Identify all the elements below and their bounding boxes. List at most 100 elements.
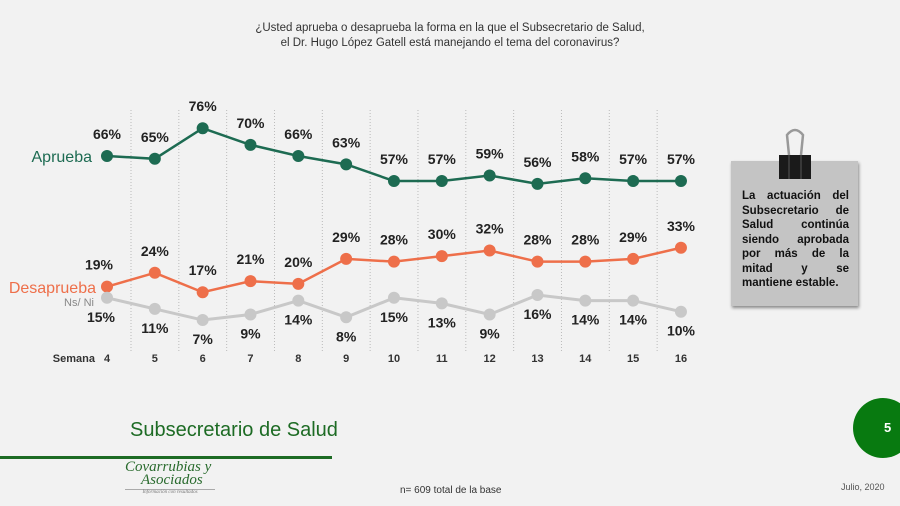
note-text: La actuación del Subsecretario de Salud … bbox=[742, 190, 849, 289]
data-point bbox=[196, 314, 209, 327]
data-point bbox=[244, 308, 257, 321]
data-label: 66% bbox=[284, 126, 313, 142]
data-point bbox=[531, 177, 544, 190]
x-tick-label: 6 bbox=[200, 353, 206, 365]
data-point bbox=[148, 302, 161, 315]
data-label: 32% bbox=[476, 221, 505, 237]
data-label: 70% bbox=[236, 115, 265, 131]
data-label: 24% bbox=[141, 243, 170, 259]
data-point bbox=[292, 277, 305, 290]
logo-tagline: Información con resultados bbox=[125, 489, 215, 495]
data-label: 29% bbox=[619, 229, 648, 245]
x-tick-label: 12 bbox=[484, 353, 496, 365]
data-label: 11% bbox=[141, 320, 169, 336]
data-point bbox=[579, 172, 592, 185]
data-point bbox=[627, 294, 640, 307]
x-tick-label: 4 bbox=[104, 353, 111, 365]
data-point bbox=[244, 275, 257, 288]
data-point bbox=[387, 175, 400, 188]
company-logo: Covarrubias y Asociados Información con … bbox=[125, 460, 215, 495]
data-label: 10% bbox=[667, 323, 696, 339]
data-point bbox=[579, 294, 592, 307]
logo-line1: Covarrubias y bbox=[125, 459, 212, 475]
data-point bbox=[292, 294, 305, 307]
data-point bbox=[579, 255, 592, 268]
data-point bbox=[627, 252, 640, 265]
data-point bbox=[340, 252, 353, 265]
data-label: 57% bbox=[428, 151, 457, 167]
data-point bbox=[244, 138, 257, 151]
data-label: 57% bbox=[667, 151, 696, 167]
data-point bbox=[196, 286, 209, 299]
data-point bbox=[101, 150, 113, 163]
divider bbox=[0, 456, 332, 459]
series-name-label: Ns/ Ni bbox=[64, 297, 94, 309]
data-label: 29% bbox=[332, 229, 361, 245]
data-point bbox=[483, 308, 496, 321]
date: Julio, 2020 bbox=[841, 482, 885, 492]
x-axis-label: Semana bbox=[53, 353, 96, 365]
x-tick-label: 7 bbox=[247, 353, 253, 365]
data-label: 14% bbox=[571, 312, 600, 328]
data-label: 28% bbox=[571, 232, 600, 248]
data-label: 28% bbox=[380, 232, 409, 248]
data-label: 15% bbox=[380, 309, 409, 325]
series-name-label: Desaprueba bbox=[9, 280, 96, 297]
data-label: 66% bbox=[93, 126, 122, 142]
question-line: el Dr. Hugo López Gatell está manejando … bbox=[280, 37, 620, 49]
data-label: 19% bbox=[85, 257, 114, 273]
sample-size: n= 609 total de la base bbox=[400, 485, 502, 496]
data-label: 63% bbox=[332, 134, 361, 150]
x-tick-label: 5 bbox=[152, 353, 158, 365]
data-point bbox=[435, 175, 448, 188]
data-label: 16% bbox=[523, 306, 552, 322]
data-label: 57% bbox=[380, 151, 409, 167]
x-tick-label: 15 bbox=[627, 353, 639, 365]
data-label: 13% bbox=[428, 314, 457, 330]
data-point bbox=[387, 291, 400, 304]
data-point bbox=[674, 175, 687, 188]
data-point bbox=[148, 266, 161, 279]
data-point bbox=[483, 169, 496, 182]
data-label: 33% bbox=[667, 218, 696, 234]
data-point bbox=[483, 244, 496, 257]
data-point bbox=[292, 150, 305, 163]
data-label: 20% bbox=[284, 254, 313, 270]
data-point bbox=[196, 122, 209, 135]
data-label: 7% bbox=[193, 331, 214, 347]
data-label: 28% bbox=[523, 232, 552, 248]
question-title: ¿Usted aprueba o desaprueba la forma en … bbox=[0, 21, 900, 51]
data-label: 17% bbox=[189, 262, 218, 278]
logo-line2: Asociados bbox=[141, 472, 203, 488]
data-label: 21% bbox=[236, 251, 265, 267]
note-card: La actuación del Subsecretario de Salud … bbox=[731, 128, 858, 306]
data-label: 57% bbox=[619, 151, 648, 167]
data-point bbox=[531, 255, 544, 268]
data-point bbox=[148, 152, 161, 165]
data-point bbox=[340, 311, 353, 324]
data-label: 76% bbox=[189, 98, 218, 114]
x-tick-label: 8 bbox=[295, 353, 301, 365]
section-title: Subsecretario de Salud bbox=[130, 419, 338, 441]
data-point bbox=[674, 305, 687, 318]
data-point bbox=[674, 241, 687, 254]
page-number-badge: 5 bbox=[853, 398, 900, 458]
data-label: 59% bbox=[476, 145, 505, 161]
data-label: 56% bbox=[523, 154, 552, 170]
data-label: 9% bbox=[240, 325, 261, 341]
x-tick-label: 14 bbox=[579, 353, 592, 365]
data-point bbox=[531, 289, 544, 302]
binder-clip-icon bbox=[779, 128, 811, 179]
data-label: 15% bbox=[87, 309, 116, 325]
x-tick-label: 13 bbox=[531, 353, 543, 365]
data-point bbox=[101, 291, 113, 304]
x-tick-label: 10 bbox=[388, 353, 400, 365]
line-chart: 4 5 6 7 8 9 10 11 12 13 14 15 16 Semana 66% 65% 76% 70% 66… bbox=[9, 98, 696, 365]
data-label: 9% bbox=[480, 325, 501, 341]
data-point bbox=[627, 175, 640, 188]
x-tick-label: 16 bbox=[675, 353, 687, 365]
x-tick-label: 9 bbox=[343, 353, 349, 365]
data-point bbox=[435, 297, 448, 310]
data-label: 14% bbox=[619, 312, 648, 328]
page-number: 5 bbox=[884, 420, 892, 435]
